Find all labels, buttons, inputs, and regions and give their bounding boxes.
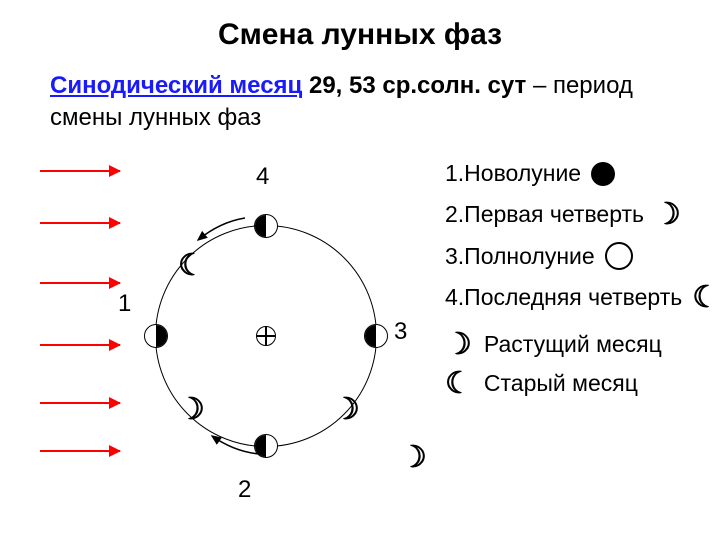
position-label-2: 2 [238, 476, 251, 504]
sun-arrow [40, 222, 120, 224]
waning-icon: ☾ [445, 372, 472, 396]
sun-arrow [40, 282, 120, 284]
sun-arrow [40, 402, 120, 404]
legend-label: Старый месяц [484, 370, 638, 397]
synodic-month-term: Синодический месяц [50, 72, 302, 99]
crescent-icon: ☾ [400, 440, 427, 475]
subtitle: Синодический месяц 29, 53 ср.солн. сут –… [50, 70, 690, 135]
position-label-1: 1 [118, 290, 131, 318]
moon-position-4 [254, 214, 278, 238]
legend-label: 3.Полнолуние [445, 243, 595, 270]
position-label-4: 4 [256, 163, 269, 191]
legend-label: Растущий месяц [484, 331, 662, 358]
moon-position-2 [254, 434, 278, 458]
legend-label: 1.Новолуние [445, 160, 581, 187]
legend-item: ☾ Старый месяц [445, 370, 715, 397]
position-label-3: 3 [394, 318, 407, 346]
crescent-icon: ☾ [333, 392, 360, 427]
legend-item: ☾ Растущий месяц [445, 331, 715, 358]
moon-position-1 [144, 324, 168, 348]
waxing-icon: ☾ [445, 333, 472, 357]
last-quarter-icon: ☾ [692, 286, 719, 310]
sun-arrow [40, 450, 120, 452]
page-title: Смена лунных фаз [0, 18, 720, 52]
legend: 1.Новолуние 2.Первая четверть ☾ 3.Полнол… [445, 160, 715, 403]
legend-item: 2.Первая четверть ☾ [445, 201, 715, 228]
sun-arrow [40, 170, 120, 172]
legend-item: 4.Последняя четверть ☾ [445, 284, 715, 311]
new-moon-icon [591, 162, 615, 186]
crescent-icon: ☾ [178, 392, 205, 427]
synodic-month-value: 29, 53 ср.солн. сут [302, 72, 526, 99]
legend-label: 4.Последняя четверть [445, 284, 682, 311]
moon-position-3 [364, 324, 388, 348]
full-moon-icon [605, 242, 633, 270]
legend-item: 3.Полнолуние [445, 242, 715, 270]
legend-item: 1.Новолуние [445, 160, 715, 187]
sun-arrow [40, 344, 120, 346]
first-quarter-icon: ☾ [654, 203, 681, 227]
crescent-icon: ☾ [178, 248, 205, 283]
legend-label: 2.Первая четверть [445, 201, 644, 228]
earth-symbol [256, 326, 276, 346]
